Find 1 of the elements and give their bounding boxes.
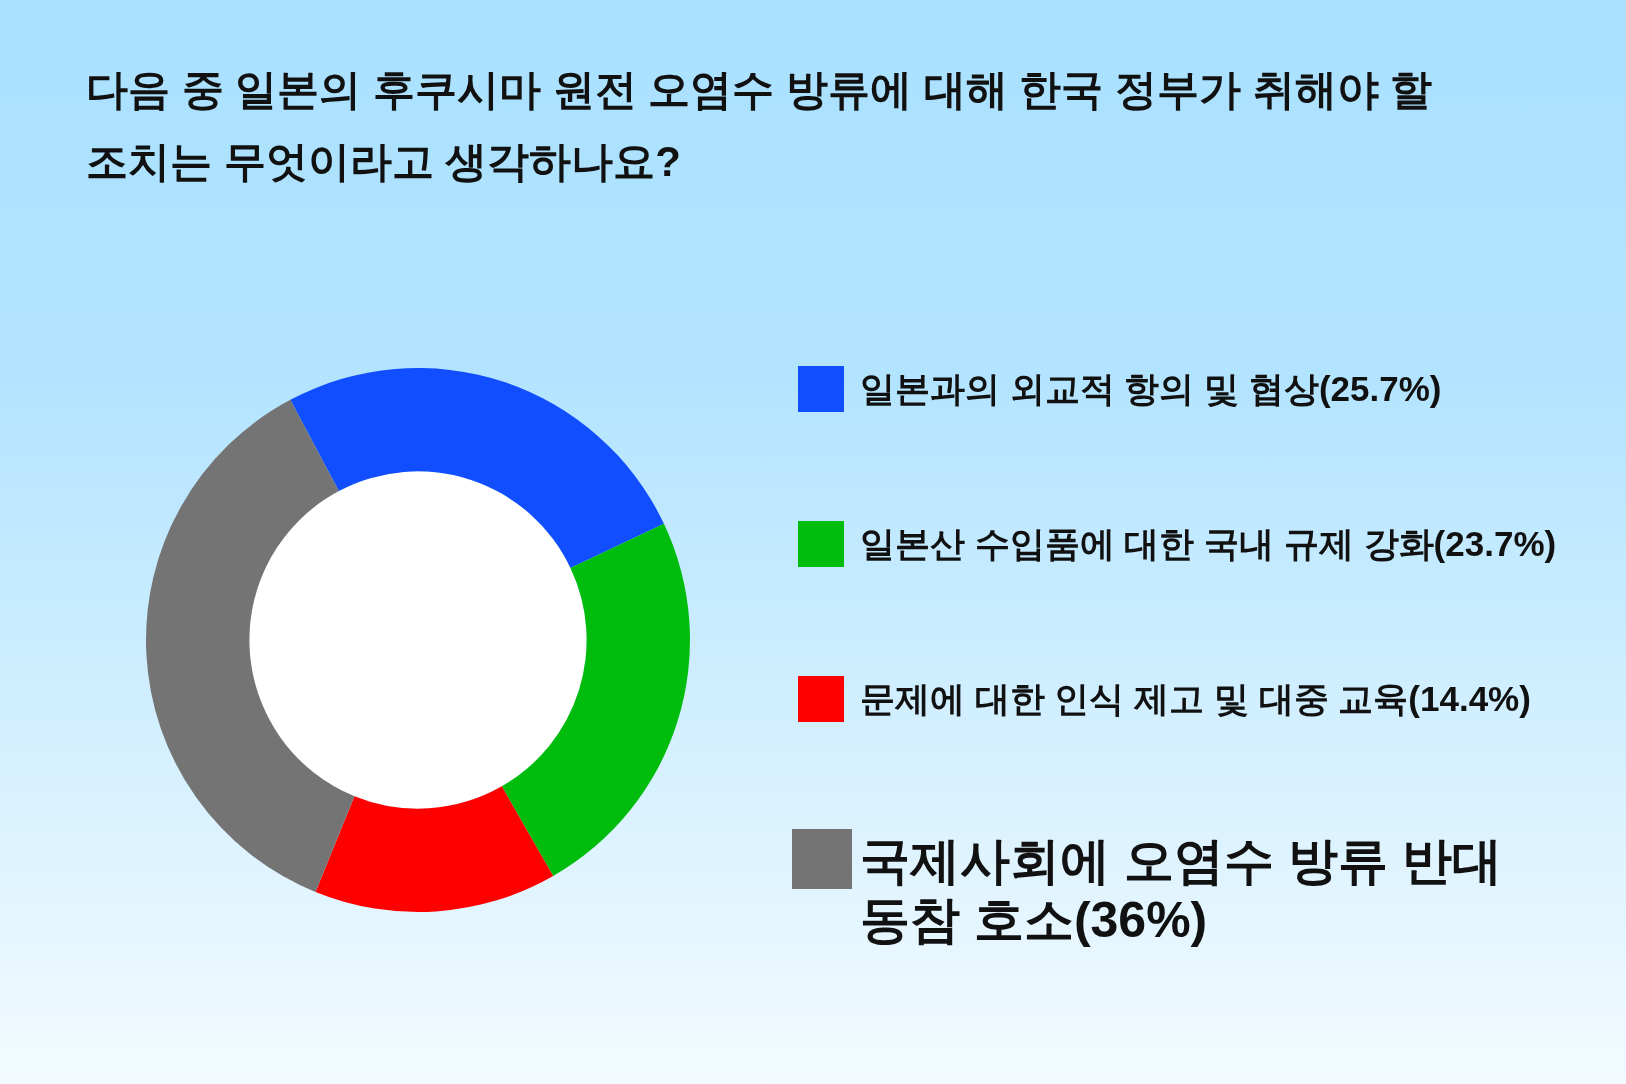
title: 다음 중 일본의 후쿠시마 원전 오염수 방류에 대해 한국 정부가 취해야 할 조치는 무엇이라고 생각하나요? <box>86 66 1433 185</box>
